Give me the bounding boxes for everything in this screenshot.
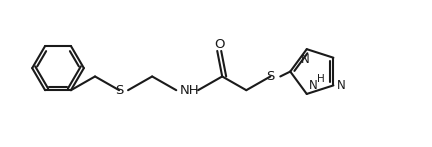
- Text: S: S: [115, 84, 123, 97]
- Text: H: H: [317, 74, 324, 84]
- Text: NH: NH: [180, 84, 200, 97]
- Text: N: N: [337, 79, 345, 92]
- Text: S: S: [266, 70, 275, 83]
- Text: N: N: [309, 79, 318, 92]
- Text: O: O: [214, 38, 225, 51]
- Text: N: N: [300, 53, 309, 66]
